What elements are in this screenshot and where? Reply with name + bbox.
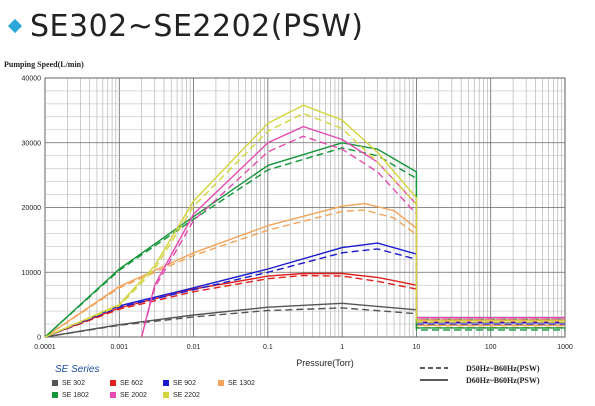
y-tick-label: 20000	[22, 205, 42, 212]
x-tick-label: 10	[413, 344, 421, 351]
x-tick-label: 100	[485, 344, 497, 351]
page-title: SE302~SE2202(PSW)	[30, 8, 364, 44]
y-axis-label: Pumping Speed(L/min)	[4, 60, 84, 69]
legend-swatch	[52, 380, 58, 386]
legend-swatch	[52, 392, 58, 398]
line-style-label: D60Hz~B60Hz(PSW)	[466, 376, 540, 385]
x-tick-label: 1000	[557, 344, 573, 351]
x-tick-label: 0.1	[263, 344, 273, 351]
legend-swatch	[218, 380, 224, 386]
x-tick-label: 0.0001	[34, 344, 56, 351]
legend-label: SE 1802	[62, 392, 89, 399]
series-line-dashed	[44, 112, 565, 338]
series-line-dashed	[44, 147, 565, 338]
legend-group-title: SE Series	[55, 364, 99, 375]
legend-swatch	[163, 380, 169, 386]
series-line-dashed	[44, 248, 565, 338]
y-tick-label: 10000	[22, 270, 42, 277]
legend-label: SE 302	[62, 380, 85, 387]
series-line-dashed	[140, 135, 565, 338]
page-title-row: SE302~SE2202(PSW)	[7, 6, 364, 46]
legend-label: SE 2202	[173, 392, 200, 399]
legend-label: SE 902	[173, 380, 196, 387]
y-tick-label: 0	[37, 335, 41, 342]
x-tick-label: 0.01	[187, 344, 201, 351]
legend-swatch	[110, 392, 116, 398]
legend-swatch	[110, 380, 116, 386]
line-style-label: D50Hz~B60Hz(PSW)	[466, 364, 540, 373]
x-tick-label: 0.001	[111, 344, 129, 351]
x-axis-label: Pressure(Torr)	[296, 358, 354, 368]
y-tick-label: 40000	[22, 76, 42, 83]
legend-label: SE 1302	[228, 380, 255, 387]
legend-label: SE 602	[120, 380, 143, 387]
y-tick-label: 30000	[22, 140, 42, 147]
legend-label: SE 2002	[120, 392, 147, 399]
x-tick-label: 1	[340, 344, 344, 351]
legend-swatch	[163, 392, 169, 398]
